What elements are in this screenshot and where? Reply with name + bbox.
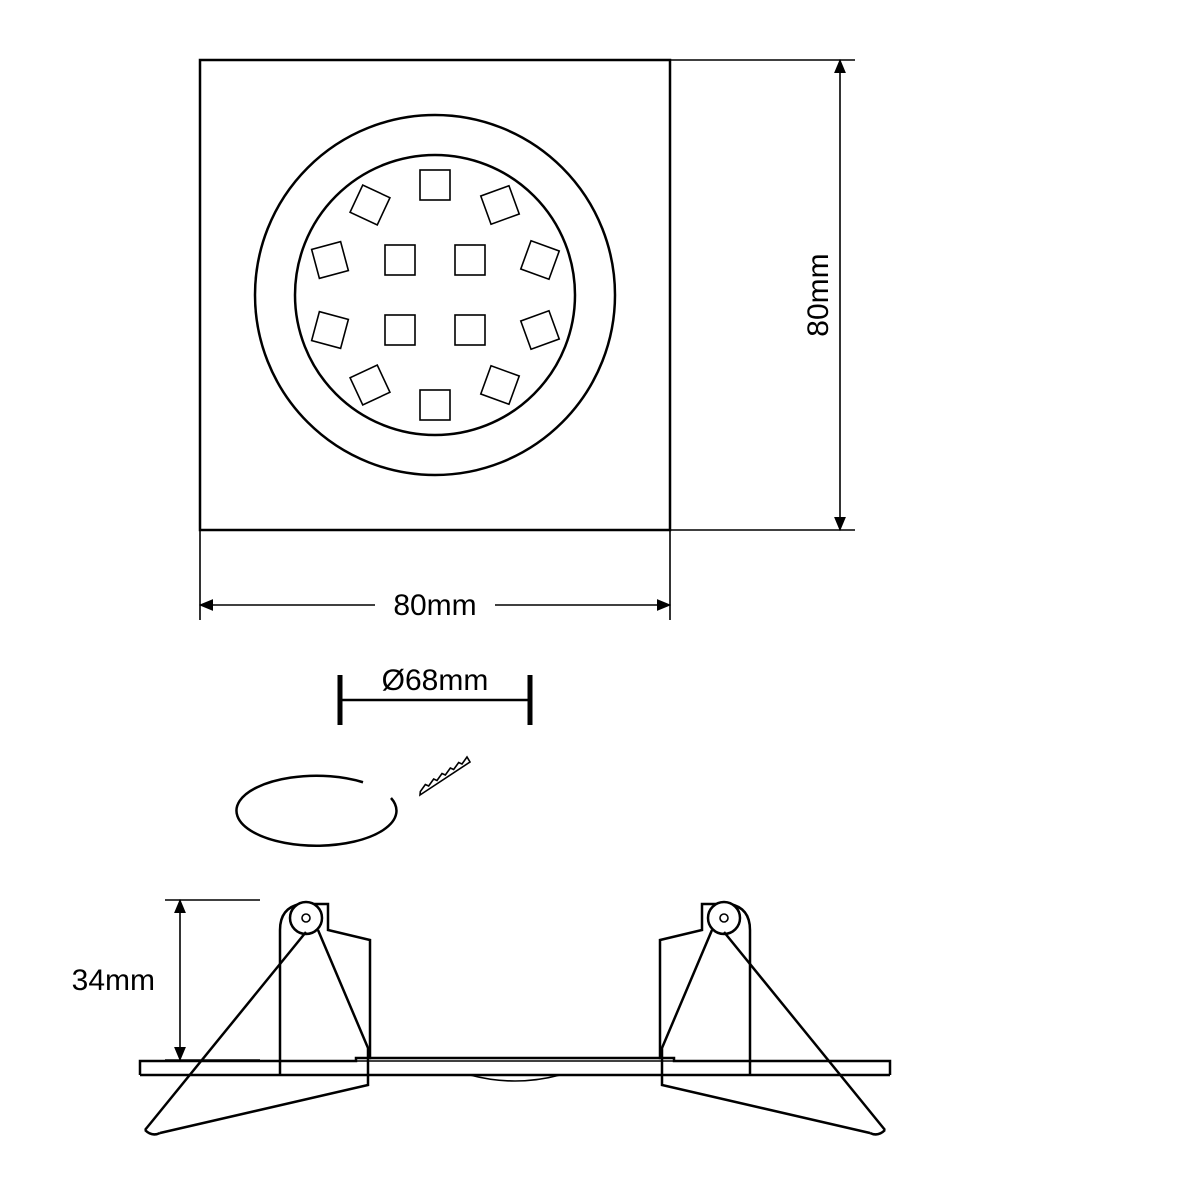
led-chip	[385, 315, 415, 345]
top-view	[200, 60, 670, 530]
led-chip	[420, 170, 450, 200]
technical-drawing: 80mm 80mm Ø68mm 34mm	[0, 0, 1200, 1200]
bezel-outer-circle	[255, 115, 615, 475]
lens-inner-circle	[295, 155, 575, 435]
led-chip	[455, 315, 485, 345]
hinge-right	[708, 902, 740, 934]
led-chip	[481, 186, 519, 224]
dimension-width: 80mm	[200, 530, 670, 622]
led-chip	[521, 311, 559, 349]
led-chip	[350, 365, 390, 405]
dimension-height: 80mm	[670, 60, 855, 530]
dimension-cutout: Ø68mm	[340, 664, 530, 700]
dimension-depth: 34mm	[72, 900, 260, 1060]
fixture-square	[200, 60, 670, 530]
dimension-cutout-label: Ø68mm	[382, 664, 489, 697]
led-chip	[312, 242, 349, 279]
led-chip	[455, 245, 485, 275]
dimension-depth-label: 34mm	[72, 964, 155, 997]
dimension-height-label: 80mm	[802, 253, 835, 336]
led-chip	[350, 185, 390, 225]
side-view	[140, 902, 890, 1134]
led-chip	[385, 245, 415, 275]
cutout-hole-symbol	[236, 757, 470, 846]
dimension-width-label: 80mm	[393, 589, 476, 622]
hinge-left	[290, 902, 322, 934]
led-chip	[521, 241, 559, 279]
led-chip	[420, 390, 450, 420]
led-chip-array	[312, 170, 560, 420]
led-chip	[312, 312, 349, 349]
led-chip	[481, 366, 519, 404]
